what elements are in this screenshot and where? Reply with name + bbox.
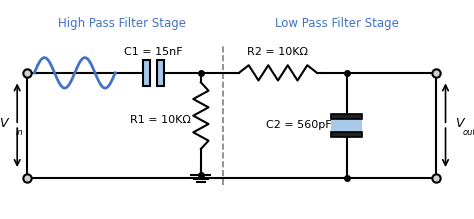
Bar [331, 132, 362, 137]
Text: High Pass Filter Stage: High Pass Filter Stage [58, 17, 186, 30]
Text: C1 = 15nF: C1 = 15nF [124, 47, 182, 57]
Text: out: out [463, 128, 474, 137]
Text: R2 = 10KΩ: R2 = 10KΩ [247, 47, 309, 57]
Text: R1 = 10KΩ: R1 = 10KΩ [130, 115, 191, 125]
Text: in: in [15, 128, 23, 137]
Bar [331, 114, 362, 118]
Text: Low Pass Filter Stage: Low Pass Filter Stage [275, 17, 399, 30]
Text: V: V [0, 117, 8, 130]
Text: C2 = 560pF: C2 = 560pF [266, 120, 332, 130]
Text: V: V [455, 117, 464, 130]
Bar [331, 118, 362, 132]
Bar [157, 60, 164, 86]
Bar [143, 60, 149, 86]
